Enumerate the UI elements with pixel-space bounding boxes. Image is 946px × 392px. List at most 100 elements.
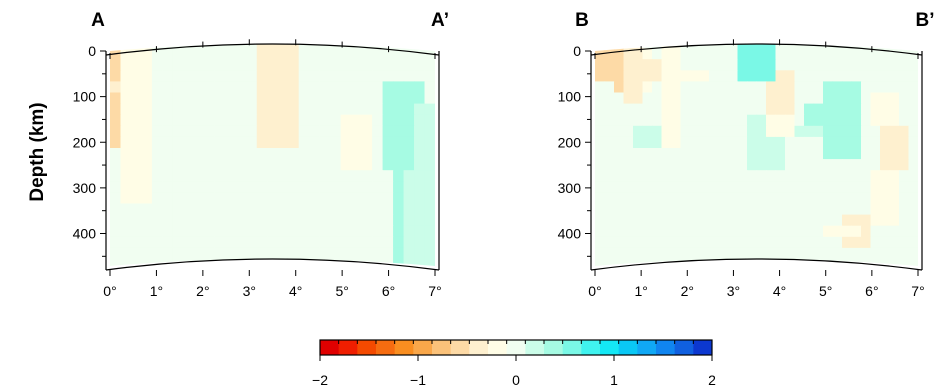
grid-cell: [340, 125, 352, 138]
grid-cell: [880, 181, 891, 193]
grid-cell: [823, 214, 834, 227]
grid-cell: [162, 181, 174, 193]
grid-cell: [623, 81, 634, 94]
grid-cell: [728, 103, 739, 116]
grid-cell: [424, 181, 435, 193]
grid-cell: [661, 81, 672, 94]
grid-cell: [372, 159, 384, 171]
grid-cell: [204, 236, 216, 249]
grid-cell: [277, 114, 289, 127]
grid-cell: [193, 136, 205, 149]
grid-cell: [193, 192, 205, 205]
grid-cell: [298, 136, 310, 149]
grid-cell: [372, 59, 384, 71]
grid-cell: [614, 44, 625, 49]
colorbar-swatch: [656, 340, 676, 355]
grid-cell: [130, 247, 143, 266]
grid-cell: [623, 103, 634, 116]
grid-cell: [120, 192, 132, 205]
grid-cell: [162, 136, 174, 149]
grid-cell: [861, 225, 872, 238]
grid-cell: [652, 225, 663, 238]
grid-cell: [718, 236, 729, 249]
grid-cell: [851, 125, 862, 138]
grid-cell: [709, 44, 720, 49]
grid-cell: [604, 181, 615, 193]
grid-cell: [340, 92, 352, 105]
grid-cell: [340, 136, 352, 149]
grid-cell: [813, 48, 824, 60]
grid-cell: [382, 136, 394, 149]
grid-cell: [172, 225, 184, 238]
grid-cell: [718, 59, 729, 71]
grid-cell: [256, 170, 268, 182]
grid-cell: [661, 181, 672, 193]
grid-cell: [246, 170, 258, 182]
grid-cell: [899, 247, 910, 266]
grid-cell: [403, 236, 415, 249]
grid-cell: [680, 225, 691, 238]
grid-cell: [372, 170, 384, 182]
grid-cell: [766, 148, 777, 160]
grid-cell: [604, 192, 615, 205]
grid-cell: [785, 81, 796, 94]
grid-cell: [747, 92, 758, 105]
grid-cell: [908, 159, 918, 171]
grid-cell: [372, 203, 384, 216]
grid-cell: [870, 214, 881, 227]
grid-cell: [880, 48, 891, 60]
grid-cell: [861, 181, 872, 193]
grid-cell: [775, 236, 786, 249]
grid-cell: [193, 148, 205, 160]
grid-cell: [372, 70, 384, 82]
grid-cell: [766, 203, 777, 216]
grid-cell: [785, 148, 796, 160]
grid-cell: [908, 136, 918, 149]
grid-cell: [277, 92, 289, 105]
grid-cell: [623, 203, 634, 216]
grid-cell: [256, 225, 268, 238]
grid-cell: [110, 203, 122, 216]
grid-cell: [130, 59, 143, 71]
grid-cell: [172, 125, 184, 138]
grid-cell: [235, 103, 247, 116]
grid-cell: [728, 136, 739, 149]
grid-cell: [277, 181, 289, 193]
grid-cell: [424, 70, 435, 82]
grid-cell: [680, 236, 691, 249]
grid-cell: [403, 103, 415, 116]
grid-cell: [214, 59, 226, 71]
grid-cell: [842, 247, 853, 266]
grid-cell: [225, 236, 237, 249]
grid-cell: [671, 148, 682, 160]
grid-cell: [424, 44, 435, 49]
grid-cell: [728, 192, 739, 205]
grid-cell: [183, 125, 195, 138]
grid-cell: [747, 48, 758, 60]
grid-cell: [414, 203, 426, 216]
grid-cell: [690, 81, 701, 94]
grid-cell: [756, 159, 767, 171]
y-tick-label: 300: [73, 180, 97, 196]
grid-cell: [162, 192, 174, 205]
grid-cell: [183, 181, 195, 193]
grid-cell: [604, 48, 615, 60]
grid-cell: [870, 125, 881, 138]
grid-cell: [288, 103, 300, 116]
grid-cell: [880, 59, 891, 71]
grid-cell: [690, 70, 701, 82]
grid-cell: [614, 103, 625, 116]
colorbar-tick-label: −2: [312, 372, 328, 387]
grid-cell: [183, 236, 195, 249]
grid-cell: [235, 159, 247, 171]
grid-cell: [256, 48, 268, 60]
grid-cell: [120, 181, 132, 193]
grid-cell: [832, 136, 843, 149]
grid-cell: [130, 159, 143, 171]
grid-cell: [256, 148, 268, 160]
grid-cell: [130, 70, 143, 82]
grid-cell: [652, 170, 663, 182]
grid-cell: [728, 236, 739, 249]
grid-cell: [804, 236, 815, 249]
grid-cell: [298, 225, 310, 238]
